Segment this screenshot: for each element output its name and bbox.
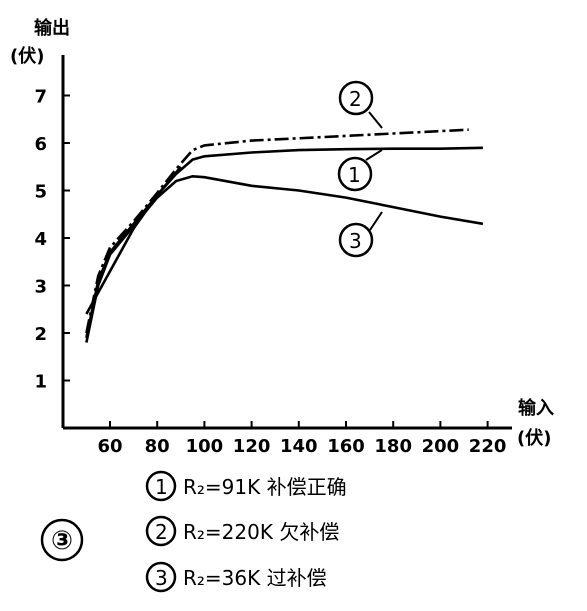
series-group xyxy=(85,128,484,343)
y-axis-unit: (伏) xyxy=(10,45,44,67)
legend: 1 R₂=91K 补偿正确 2 R₂=220K 欠补偿 3 R₂=36K 过补偿 xyxy=(145,470,347,593)
x-tick-label-220: 220 xyxy=(469,436,507,457)
y-tick-label-2: 2 xyxy=(34,324,47,345)
x-tick-label-200: 200 xyxy=(422,436,460,457)
series-line-extra xyxy=(85,165,182,315)
callout-1-label: 1 xyxy=(348,163,361,187)
y-tick-label-5: 5 xyxy=(34,182,47,203)
legend-item-1: 1 R₂=91K 补偿正确 xyxy=(145,470,347,502)
x-tick-label-60: 60 xyxy=(97,436,122,457)
y-tick-label-3: 3 xyxy=(34,277,47,298)
legend-item-2-marker: 2 xyxy=(155,520,168,544)
y-tick-label-4: 4 xyxy=(34,229,47,250)
y-tick-label-6: 6 xyxy=(34,134,47,155)
series-line-3 xyxy=(85,174,484,343)
x-tick-label-100: 100 xyxy=(186,436,224,457)
y-axis-label: 输出 xyxy=(34,17,70,39)
legend-item-1-marker: 1 xyxy=(155,475,168,499)
x-tick-label-140: 140 xyxy=(280,436,318,457)
x-axis-label: 输入 xyxy=(518,397,554,419)
x-tick-label-80: 80 xyxy=(145,436,170,457)
figure-label: ③ xyxy=(40,518,84,562)
x-axis-unit: (伏) xyxy=(517,427,551,449)
callout-1: 1 xyxy=(337,149,383,192)
legend-item-3: 3 R₂=36K 过补偿 xyxy=(145,561,327,593)
legend-item-1-text: R₂=91K 补偿正确 xyxy=(183,475,347,499)
x-tick-label-120: 120 xyxy=(233,436,271,457)
y-tick-group: 1 2 3 4 5 6 7 xyxy=(34,87,70,393)
legend-item-3-marker: 3 xyxy=(155,566,168,590)
legend-item-2: 2 R₂=220K 欠补偿 xyxy=(145,515,339,547)
legend-item-2-text: R₂=220K 欠补偿 xyxy=(183,520,339,544)
legend-item-3-text: R₂=36K 过补偿 xyxy=(183,566,327,590)
figure-label-text: ③ xyxy=(51,526,73,556)
x-tick-group: 60 80 100 120 140 160 180 200 220 xyxy=(97,421,506,457)
series-line-2 xyxy=(85,128,469,334)
x-tick-label-160: 160 xyxy=(327,436,365,457)
callout-3: 3 xyxy=(338,211,383,258)
callout-2-label: 2 xyxy=(349,87,362,111)
series-line-1 xyxy=(85,146,483,339)
callout-2: 2 xyxy=(338,80,383,129)
callout-3-label: 3 xyxy=(349,229,362,253)
x-tick-label-180: 180 xyxy=(374,436,412,457)
y-tick-label-1: 1 xyxy=(34,372,47,393)
y-tick-label-7: 7 xyxy=(34,87,47,108)
